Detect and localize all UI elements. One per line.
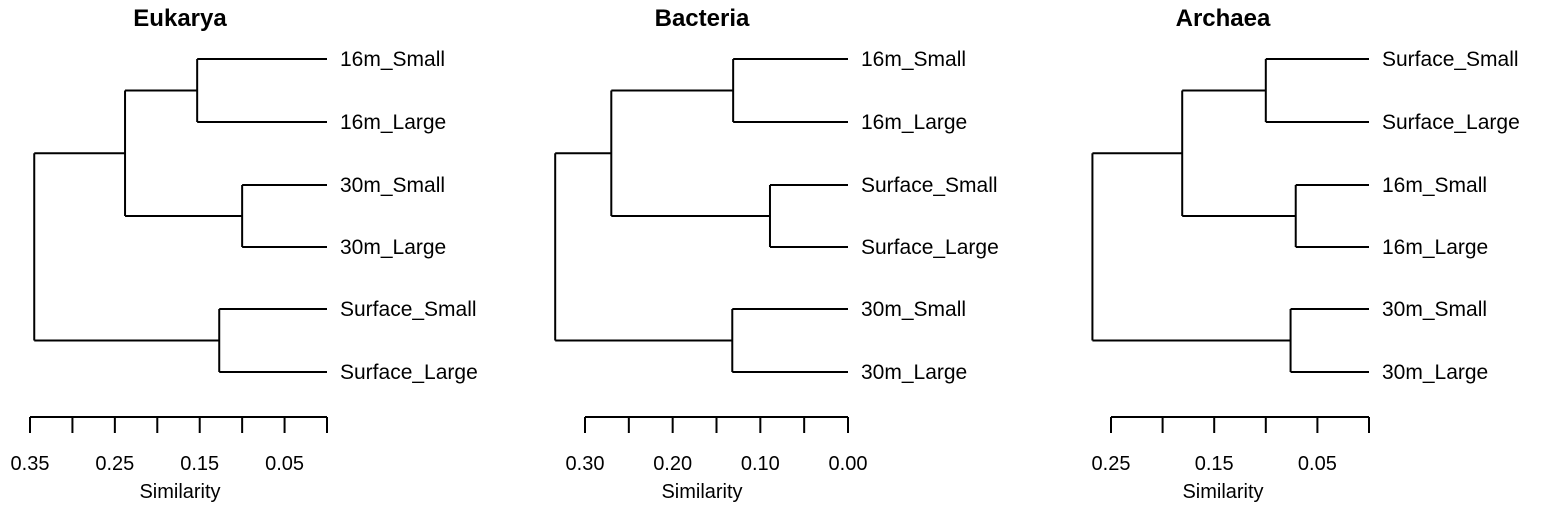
leaf-label: Surface_Small — [340, 298, 477, 321]
similarity-axis: 0.30 0.20 0.10 0.00 — [566, 416, 868, 475]
similarity-axis: 0.25 0.15 0.05 — [1092, 416, 1370, 475]
tick-label: 0.20 — [653, 453, 692, 475]
leaf-label: 30m_Small — [861, 298, 966, 321]
dendrogram-tree: 16m_Small 16m_Large Surface_Small Surface_L… — [554, 48, 999, 384]
leaf-label: 16m_Small — [861, 48, 966, 71]
leaf-label: 16m_Large — [861, 111, 967, 134]
leaf-label: 30m_Large — [340, 236, 446, 259]
leaf-label: 16m_Large — [340, 111, 446, 134]
tick-label: 0.30 — [566, 453, 605, 475]
tick-label: 0.05 — [265, 453, 304, 475]
leaf-label: Surface_Small — [1382, 48, 1519, 71]
leaf-label: 30m_Small — [340, 174, 445, 197]
tick-label: 0.35 — [11, 453, 50, 475]
archaea-panel: Archaea Surface_Small Surface_Large 16m_Sm… — [1091, 5, 1520, 503]
axis-title: Similarity — [661, 481, 742, 503]
leaf-label: Surface_Small — [861, 174, 998, 197]
leaf-label: 16m_Small — [340, 48, 445, 71]
panel-title: Eukarya — [133, 5, 227, 32]
panel-title: Bacteria — [655, 5, 750, 32]
leaf-label: 16m_Small — [1382, 174, 1487, 197]
tick-label: 0.00 — [829, 453, 868, 475]
leaf-label: 30m_Large — [861, 361, 967, 384]
tick-label: 0.25 — [1092, 453, 1131, 475]
tick-label: 0.15 — [180, 453, 219, 475]
similarity-axis: 0.35 0.25 0.15 0.05 — [11, 416, 328, 475]
eukarya-panel: Eukarya 16m_Small 16m_Large 30m_Small 30m_L… — [11, 5, 478, 503]
leaf-label: 30m_Small — [1382, 298, 1487, 321]
tick-label: 0.25 — [95, 453, 134, 475]
leaf-label: 16m_Large — [1382, 236, 1488, 259]
leaf-label: Surface_Large — [1382, 111, 1520, 134]
tick-label: 0.15 — [1195, 453, 1234, 475]
axis-title: Similarity — [1182, 481, 1263, 503]
dendrogram-tree: Surface_Small Surface_Large 16m_Small 16m_L… — [1091, 48, 1520, 384]
axis-title: Similarity — [139, 481, 220, 503]
dendrogram-tree: 16m_Small 16m_Large 30m_Small 30m_Large Surf… — [33, 48, 478, 384]
leaf-label: Surface_Large — [861, 236, 999, 259]
tick-label: 0.10 — [741, 453, 780, 475]
leaf-label: 30m_Large — [1382, 361, 1488, 384]
tick-label: 0.05 — [1298, 453, 1337, 475]
bacteria-panel: Bacteria 16m_Small 16m_Large Surface_Small… — [554, 5, 999, 503]
leaf-label: Surface_Large — [340, 361, 478, 384]
panel-title: Archaea — [1176, 5, 1271, 32]
